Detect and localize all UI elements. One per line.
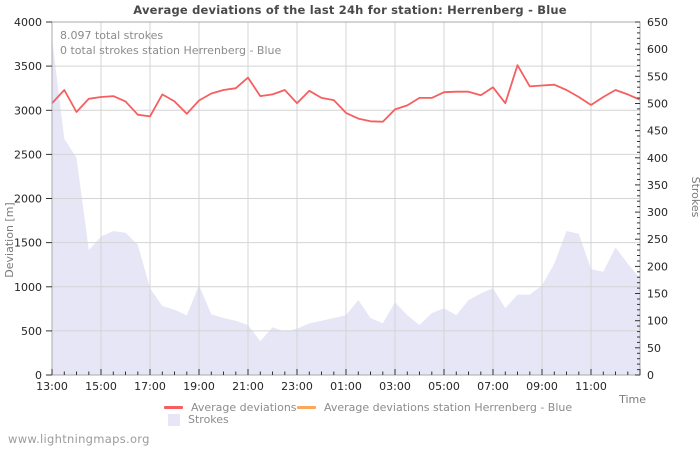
svg-text:150: 150 <box>647 288 668 301</box>
legend-item-average-deviations: Average deviations <box>164 401 297 414</box>
svg-text:23:00: 23:00 <box>281 380 313 393</box>
svg-text:450: 450 <box>647 125 668 138</box>
svg-text:19:00: 19:00 <box>183 380 215 393</box>
svg-text:500: 500 <box>647 98 668 111</box>
svg-text:17:00: 17:00 <box>134 380 166 393</box>
svg-text:1500: 1500 <box>14 237 42 250</box>
svg-text:50: 50 <box>647 342 661 355</box>
svg-text:100: 100 <box>647 315 668 328</box>
right-axis-title: Strokes <box>689 177 700 218</box>
legend-label: Average deviations <box>191 401 297 414</box>
svg-text:09:00: 09:00 <box>526 380 558 393</box>
legend-label: Average deviations station Herrenberg - … <box>324 401 573 414</box>
svg-text:550: 550 <box>647 70 668 83</box>
svg-text:21:00: 21:00 <box>232 380 264 393</box>
svg-text:3000: 3000 <box>14 104 42 117</box>
legend-item-station-deviations: Average deviations station Herrenberg - … <box>297 401 572 414</box>
svg-text:11:00: 11:00 <box>575 380 607 393</box>
deviation-line <box>51 64 641 123</box>
svg-text:01:00: 01:00 <box>330 380 362 393</box>
svg-text:300: 300 <box>647 206 668 219</box>
axis-tick-labels: 0 500 1000 1500 2000 2500 3000 3500 4000 0 50 100 15… <box>14 16 668 393</box>
svg-text:13:00: 13:00 <box>36 380 68 393</box>
svg-text:2000: 2000 <box>14 193 42 206</box>
left-axis-title: Deviation [m] <box>3 202 16 277</box>
svg-text:200: 200 <box>647 260 668 273</box>
legend-label: Strokes <box>188 413 229 426</box>
axis-titles: Deviation [m] Strokes Time <box>3 177 700 406</box>
svg-text:250: 250 <box>647 233 668 246</box>
axis-ticks <box>46 21 641 376</box>
svg-text:400: 400 <box>647 152 668 165</box>
svg-text:3500: 3500 <box>14 60 42 73</box>
svg-text:500: 500 <box>21 325 42 338</box>
deviation-line-swatch <box>164 406 183 409</box>
svg-text:05:00: 05:00 <box>428 380 460 393</box>
gridlines <box>52 22 640 375</box>
svg-text:2500: 2500 <box>14 148 42 161</box>
x-axis-title: Time <box>618 393 646 406</box>
chart-title: Average deviations of the last 24h for s… <box>133 3 567 17</box>
svg-text:0: 0 <box>35 369 42 382</box>
total-strokes-annotation: 8.097 total strokes <box>60 29 164 42</box>
svg-text:1000: 1000 <box>14 281 42 294</box>
svg-text:650: 650 <box>647 16 668 29</box>
watermark-link[interactable]: www.lightningmaps.org <box>8 432 150 446</box>
svg-text:15:00: 15:00 <box>85 380 117 393</box>
svg-text:0: 0 <box>647 369 654 382</box>
station-line-swatch <box>297 406 316 409</box>
legend-item-strokes: Strokes <box>166 413 229 426</box>
svg-text:07:00: 07:00 <box>477 380 509 393</box>
svg-text:4000: 4000 <box>14 16 42 29</box>
svg-text:600: 600 <box>647 43 668 56</box>
strokes-area-swatch <box>168 413 180 426</box>
svg-text:350: 350 <box>647 179 668 192</box>
svg-text:03:00: 03:00 <box>379 380 411 393</box>
station-strokes-annotation: 0 total strokes station Herrenberg - Blu… <box>60 44 282 57</box>
